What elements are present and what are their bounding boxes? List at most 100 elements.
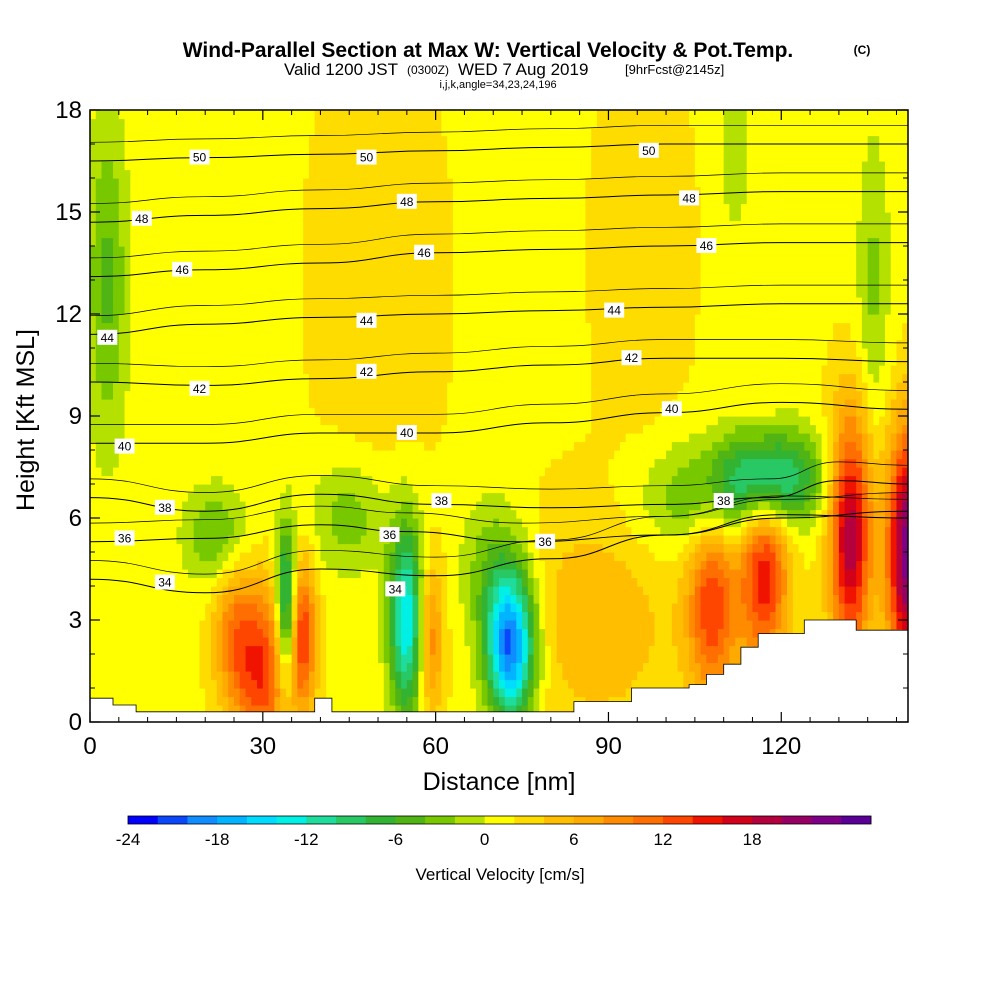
velocity-cell bbox=[395, 399, 402, 409]
velocity-cell bbox=[435, 271, 442, 281]
velocity-cell bbox=[222, 237, 229, 247]
velocity-cell bbox=[147, 178, 154, 188]
velocity-cell bbox=[280, 535, 287, 545]
velocity-cell bbox=[349, 212, 356, 222]
velocity-cell bbox=[113, 620, 120, 630]
velocity-cell bbox=[118, 416, 126, 426]
velocity-cell bbox=[245, 110, 252, 120]
velocity-cell bbox=[176, 577, 183, 587]
velocity-cell bbox=[147, 339, 154, 349]
velocity-cell bbox=[395, 229, 402, 239]
velocity-cell bbox=[170, 203, 178, 213]
velocity-cell bbox=[164, 433, 172, 443]
velocity-cell bbox=[124, 229, 131, 239]
velocity-cell bbox=[234, 450, 241, 460]
velocity-cell bbox=[285, 144, 293, 154]
velocity-cell bbox=[210, 127, 218, 137]
velocity-cell bbox=[216, 654, 224, 664]
velocity-cell bbox=[470, 382, 477, 392]
velocity-cell bbox=[372, 526, 379, 536]
velocity-cell bbox=[274, 220, 281, 230]
velocity-cell bbox=[314, 169, 322, 179]
velocity-cell bbox=[372, 271, 379, 281]
velocity-cell bbox=[383, 441, 391, 451]
velocity-cell bbox=[124, 552, 131, 562]
velocity-cell bbox=[320, 339, 327, 349]
velocity-cell bbox=[176, 475, 183, 485]
velocity-cell bbox=[101, 509, 108, 519]
velocity-cell bbox=[95, 637, 103, 647]
velocity-cell bbox=[95, 645, 103, 655]
velocity-cell bbox=[406, 144, 414, 154]
velocity-cell bbox=[193, 458, 201, 468]
velocity-cell bbox=[222, 331, 229, 341]
velocity-cell bbox=[475, 467, 483, 477]
velocity-cell bbox=[101, 416, 108, 426]
velocity-cell bbox=[107, 246, 114, 256]
velocity-cell bbox=[159, 152, 166, 162]
velocity-cell bbox=[464, 543, 471, 553]
velocity-cell bbox=[458, 144, 466, 154]
velocity-cell bbox=[141, 560, 149, 570]
velocity-cell bbox=[389, 161, 396, 171]
velocity-cell bbox=[147, 628, 154, 638]
velocity-cell bbox=[464, 407, 471, 417]
velocity-cell bbox=[124, 696, 131, 706]
velocity-cell bbox=[389, 254, 396, 264]
velocity-cell bbox=[153, 288, 160, 298]
velocity-cell bbox=[187, 297, 195, 307]
velocity-cell bbox=[343, 586, 350, 596]
velocity-cell bbox=[193, 144, 201, 154]
velocity-cell bbox=[141, 356, 149, 366]
velocity-cell bbox=[320, 603, 327, 613]
velocity-cell bbox=[487, 679, 494, 689]
velocity-cell bbox=[187, 458, 195, 468]
velocity-cell bbox=[285, 543, 293, 553]
velocity-cell bbox=[176, 637, 183, 647]
velocity-cell bbox=[297, 144, 304, 154]
velocity-cell bbox=[274, 322, 281, 332]
velocity-cell bbox=[452, 161, 460, 171]
velocity-cell bbox=[487, 560, 494, 570]
velocity-cell bbox=[239, 645, 247, 655]
velocity-cell bbox=[429, 271, 437, 281]
velocity-cell bbox=[487, 637, 494, 647]
velocity-cell bbox=[95, 254, 103, 264]
velocity-cell bbox=[118, 603, 126, 613]
velocity-cell bbox=[147, 237, 154, 247]
velocity-cell bbox=[354, 178, 362, 188]
velocity-cell bbox=[326, 552, 333, 562]
velocity-cell bbox=[331, 433, 339, 443]
velocity-cell bbox=[222, 305, 229, 315]
velocity-cell bbox=[314, 297, 322, 307]
velocity-cell bbox=[418, 271, 425, 281]
velocity-cell bbox=[331, 603, 339, 613]
velocity-cell bbox=[337, 603, 345, 613]
velocity-cell bbox=[441, 305, 448, 315]
velocity-cell bbox=[147, 526, 154, 536]
velocity-cell bbox=[239, 382, 247, 392]
velocity-cell bbox=[251, 212, 258, 222]
velocity-cell bbox=[303, 135, 310, 145]
velocity-cell bbox=[107, 560, 114, 570]
velocity-cell bbox=[285, 603, 293, 613]
velocity-cell bbox=[447, 203, 454, 213]
velocity-cell bbox=[268, 594, 275, 604]
velocity-cell bbox=[378, 322, 385, 332]
velocity-cell bbox=[170, 399, 178, 409]
velocity-cell bbox=[481, 229, 489, 239]
velocity-cell bbox=[187, 169, 195, 179]
velocity-cell bbox=[210, 577, 218, 587]
velocity-cell bbox=[199, 407, 206, 417]
velocity-cell bbox=[136, 280, 143, 290]
velocity-cell bbox=[354, 246, 362, 256]
velocity-cell bbox=[447, 229, 454, 239]
velocity-cell bbox=[337, 577, 345, 587]
velocity-cell bbox=[268, 586, 275, 596]
velocity-cell bbox=[182, 424, 189, 434]
velocity-cell bbox=[164, 645, 172, 655]
velocity-cell bbox=[262, 696, 270, 706]
velocity-cell bbox=[360, 654, 368, 664]
velocity-cell bbox=[228, 637, 235, 647]
velocity-cell bbox=[113, 552, 120, 562]
